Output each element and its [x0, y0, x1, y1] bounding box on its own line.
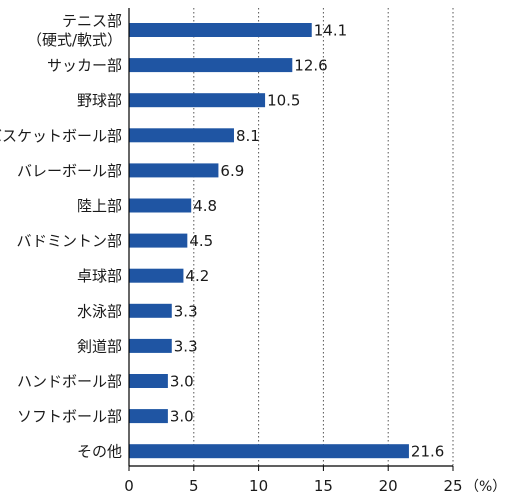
- x-tick-label: 20: [379, 477, 398, 495]
- x-unit-label: （%）: [465, 479, 506, 495]
- data-label: 21.6: [411, 443, 444, 461]
- x-tick-label: 25: [443, 477, 462, 495]
- category-label: テニス部: [62, 12, 122, 30]
- x-tick-label: 5: [189, 477, 199, 495]
- x-tick-label: 10: [249, 477, 268, 495]
- category-label: その他: [77, 443, 122, 461]
- data-label: 3.0: [170, 408, 194, 426]
- bar: [129, 374, 168, 388]
- data-label: 8.1: [236, 127, 260, 145]
- category-label: バスケットボール部: [0, 127, 122, 145]
- data-label: 12.6: [294, 57, 327, 75]
- bar: [129, 93, 266, 108]
- category-label: 水泳部: [77, 302, 122, 320]
- bar: [129, 409, 168, 424]
- category-label: ハンドボール部: [17, 373, 122, 391]
- bar: [129, 163, 219, 178]
- category-label: ソフトボール部: [17, 408, 122, 426]
- bar: [129, 128, 234, 143]
- bar: [129, 303, 172, 318]
- category-label: （硬式/軟式）: [27, 31, 122, 49]
- category-label: バレーボール部: [17, 162, 122, 180]
- category-label: 陸上部: [77, 197, 122, 215]
- category-label: 卓球部: [77, 267, 122, 285]
- data-label: 6.9: [220, 162, 244, 180]
- data-label: 3.0: [170, 373, 194, 391]
- data-label: 14.1: [314, 22, 347, 40]
- category-label: 野球部: [77, 92, 122, 110]
- bar: [129, 23, 312, 37]
- bar: [129, 233, 188, 248]
- bar: [129, 198, 192, 213]
- category-label: バドミントン部: [17, 232, 122, 250]
- category-label: 剣道部: [77, 337, 122, 355]
- x-tick-label: 0: [124, 477, 134, 495]
- bar: [129, 58, 293, 73]
- x-tick-label: 15: [314, 477, 333, 495]
- data-label: 4.2: [185, 267, 209, 285]
- bar: [129, 268, 184, 283]
- data-label: 3.3: [174, 302, 198, 320]
- bar: [129, 338, 172, 353]
- data-label: 4.5: [189, 232, 213, 250]
- bar: [129, 444, 409, 459]
- category-label: サッカー部: [47, 57, 122, 75]
- data-label: 4.8: [193, 197, 217, 215]
- data-label: 10.5: [267, 92, 300, 110]
- data-label: 3.3: [174, 337, 198, 355]
